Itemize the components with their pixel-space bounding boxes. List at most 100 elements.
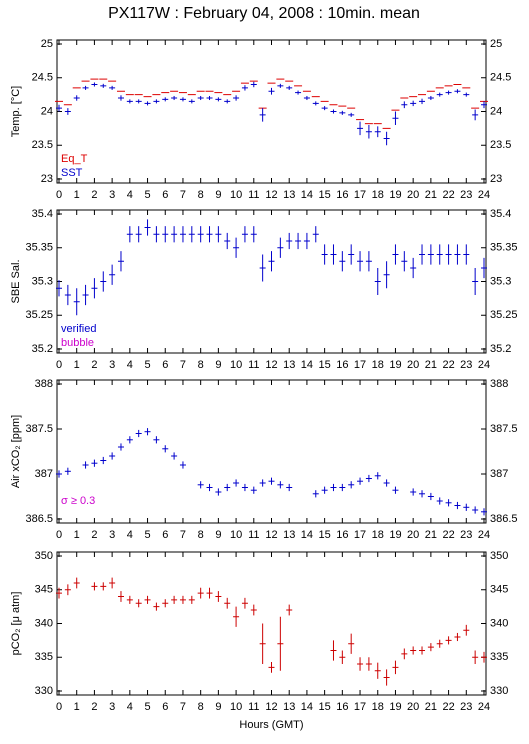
x-tick-label: 7 — [180, 359, 186, 371]
x-tick-label: 14 — [301, 701, 313, 713]
x-tick-label: 14 — [301, 359, 313, 371]
y-tick-label: 24.5 — [490, 72, 511, 84]
x-tick-label: 19 — [389, 529, 401, 541]
y-tick-label: 388 — [490, 378, 508, 390]
y-tick-label: 386.5 — [25, 513, 53, 525]
x-tick-label: 10 — [230, 529, 242, 541]
x-tick-label: 11 — [248, 701, 259, 713]
x-tick-label: 8 — [198, 359, 204, 371]
y-tick-label: 23.5 — [32, 139, 53, 151]
y-tick-label: 388 — [35, 378, 53, 390]
x-tick-label: 2 — [91, 701, 97, 713]
y-tick-label: 335 — [490, 651, 508, 663]
y-tick-label: 24 — [41, 105, 53, 117]
chart-title: PX117W : February 04, 2008 : 10min. mean — [108, 5, 420, 22]
x-tick-label: 12 — [265, 701, 277, 713]
y-tick-label: 35.25 — [490, 309, 518, 321]
x-tick-label: 9 — [215, 529, 221, 541]
y-tick-label: 387 — [490, 468, 508, 480]
y-tick-label: 345 — [490, 584, 508, 596]
plot-frame — [56, 39, 487, 184]
x-axis-label: Hours (GMT) — [239, 719, 303, 731]
x-tick-label: 6 — [162, 189, 168, 201]
x-tick-label: 22 — [442, 359, 454, 371]
y-tick-label: 35.3 — [490, 275, 511, 287]
x-tick-label: 23 — [460, 359, 472, 371]
x-tick-label: 2 — [91, 359, 97, 371]
x-tick-label: 21 — [425, 529, 437, 541]
x-tick-label: 24 — [478, 359, 490, 371]
x-tick-label: 0 — [56, 189, 62, 201]
x-tick-label: 18 — [372, 359, 384, 371]
annotation: σ ≥ 0.3 — [61, 495, 95, 507]
y-tick-label: 23.5 — [490, 139, 511, 151]
x-tick-label: 3 — [109, 359, 115, 371]
legend-entry: SST — [61, 167, 83, 179]
x-tick-label: 0 — [56, 701, 62, 713]
y-tick-label: 35.35 — [490, 242, 518, 254]
x-tick-label: 20 — [407, 701, 419, 713]
x-tick-label: 13 — [283, 189, 295, 201]
x-tick-label: 5 — [144, 701, 150, 713]
y-tick-label: 35.3 — [32, 275, 53, 287]
y-tick-label: 330 — [35, 685, 53, 697]
x-tick-label: 4 — [127, 189, 133, 201]
x-tick-label: 23 — [460, 701, 472, 713]
x-tick-label: 5 — [144, 359, 150, 371]
x-tick-label: 6 — [162, 701, 168, 713]
x-tick-label: 16 — [336, 529, 348, 541]
x-tick-label: 15 — [319, 529, 331, 541]
x-tick-label: 18 — [372, 189, 384, 201]
x-tick-label: 2 — [91, 529, 97, 541]
x-tick-label: 5 — [144, 529, 150, 541]
x-tick-label: 21 — [425, 189, 437, 201]
x-tick-label: 12 — [265, 189, 277, 201]
x-tick-label: 16 — [336, 189, 348, 201]
x-tick-label: 15 — [319, 701, 331, 713]
x-tick-label: 4 — [127, 701, 133, 713]
y-tick-label: 35.2 — [490, 343, 511, 355]
x-tick-label: 3 — [109, 529, 115, 541]
x-tick-label: 1 — [74, 359, 80, 371]
x-tick-label: 7 — [180, 189, 186, 201]
x-tick-label: 19 — [389, 359, 401, 371]
x-tick-label: 9 — [215, 189, 221, 201]
x-tick-label: 9 — [215, 359, 221, 371]
y-axis-label: Air xCO₂ [ppm] — [10, 415, 22, 488]
x-tick-label: 10 — [230, 359, 242, 371]
x-tick-label: 13 — [283, 529, 295, 541]
x-tick-label: 17 — [354, 359, 366, 371]
y-tick-label: 35.4 — [32, 208, 53, 220]
y-axis-label: pCO₂ [μ atm] — [10, 592, 22, 656]
x-tick-label: 7 — [180, 529, 186, 541]
y-tick-label: 340 — [35, 617, 53, 629]
x-tick-label: 19 — [389, 701, 401, 713]
y-tick-label: 23 — [490, 173, 502, 185]
y-tick-label: 387.5 — [25, 423, 53, 435]
x-tick-label: 0 — [56, 359, 62, 371]
x-tick-label: 1 — [74, 701, 80, 713]
x-tick-label: 21 — [425, 359, 437, 371]
x-tick-label: 2 — [91, 189, 97, 201]
y-tick-label: 35.4 — [490, 208, 511, 220]
y-tick-label: 350 — [35, 550, 53, 562]
y-tick-label: 387 — [35, 468, 53, 480]
x-tick-label: 8 — [198, 701, 204, 713]
x-tick-label: 10 — [230, 189, 242, 201]
y-tick-label: 24 — [490, 105, 502, 117]
y-tick-label: 35.25 — [25, 309, 53, 321]
y-tick-label: 35.35 — [25, 242, 53, 254]
y-tick-label: 24.5 — [32, 72, 53, 84]
y-tick-label: 345 — [35, 584, 53, 596]
x-tick-label: 6 — [162, 529, 168, 541]
plot-frame — [56, 209, 487, 354]
x-tick-label: 22 — [442, 701, 454, 713]
x-tick-label: 5 — [144, 189, 150, 201]
y-tick-label: 330 — [490, 685, 508, 697]
x-tick-label: 17 — [354, 189, 366, 201]
x-tick-label: 14 — [301, 189, 313, 201]
x-tick-label: 18 — [372, 701, 384, 713]
x-tick-label: 18 — [372, 529, 384, 541]
x-tick-label: 13 — [283, 359, 295, 371]
